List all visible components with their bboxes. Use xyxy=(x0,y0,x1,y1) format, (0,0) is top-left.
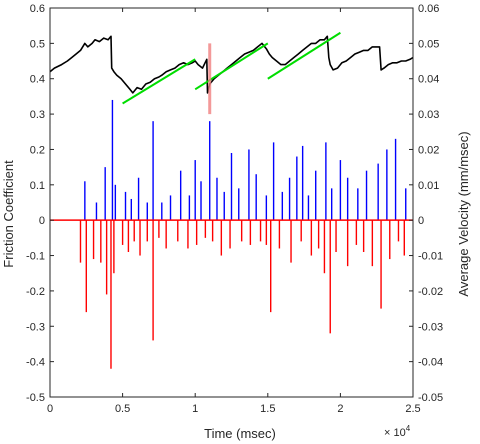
y-right-tick-label: 0.05 xyxy=(418,38,439,50)
y-left-tick-label: 0.4 xyxy=(30,74,45,86)
y-right-tick-label: 0.06 xyxy=(418,3,439,15)
x-tick-label: 1 xyxy=(192,403,198,415)
y-left-tick-label: 0.5 xyxy=(30,38,45,50)
y-left-tick-label: 0.2 xyxy=(30,144,45,156)
x-tick-label: 1.5 xyxy=(260,403,275,415)
x-tick-label: 2 xyxy=(337,403,343,415)
y-right-tick-label: -0.05 xyxy=(418,392,443,404)
y-left-tick-label: 0.1 xyxy=(30,180,45,192)
y-left-tick-label: -0.1 xyxy=(26,251,45,263)
y-left-tick-label: 0.6 xyxy=(30,3,45,15)
y-left-tick-label: -0.3 xyxy=(26,321,45,333)
y-right-tick-label: -0.01 xyxy=(418,251,443,263)
y-right-tick-label: 0.04 xyxy=(418,74,439,86)
friction-line xyxy=(49,35,414,94)
y-left-tick-label: -0.5 xyxy=(26,392,45,404)
y-right-tick-label: 0.02 xyxy=(418,144,439,156)
x-exponent-label: × 104 xyxy=(384,424,411,439)
y-left-tick-label: 0.3 xyxy=(30,109,45,121)
velocity-negative-series xyxy=(79,220,405,369)
velocity-positive-series xyxy=(84,99,407,221)
trend-line xyxy=(194,42,269,91)
y-left-axis-label: Friction Coefficient xyxy=(1,160,16,268)
x-tick-label: 2.5 xyxy=(405,403,420,415)
trend-lines xyxy=(122,31,341,105)
y-right-tick-label: 0.03 xyxy=(418,109,439,121)
y-right-axis-ticks: -0.05 -0.04 -0.03 -0.02 -0.01 0 0.01 0.02 0.03 0.… xyxy=(409,3,443,404)
y-right-axis-label: Average Velocity (mm/msec) xyxy=(456,131,471,296)
plot-frame xyxy=(49,7,414,398)
x-tick-label: 0.5 xyxy=(115,403,130,415)
x-exponent-base: × 10 xyxy=(384,427,406,439)
y-right-tick-label: 0 xyxy=(418,215,424,227)
y-right-tick-label: -0.04 xyxy=(418,357,443,369)
x-axis-ticks: 0 0.5 1 1.5 2 2.5 xyxy=(47,8,421,415)
y-left-tick-label: -0.4 xyxy=(26,357,45,369)
y-right-tick-label: -0.02 xyxy=(418,286,443,298)
y-left-axis-ticks: -0.5 -0.4 -0.3 -0.2 -0.1 0 0.1 0.2 0.3 0.4 0.5 0.6 xyxy=(26,3,54,404)
y-right-tick-label: 0.01 xyxy=(418,180,439,192)
y-left-tick-label: 0 xyxy=(39,215,45,227)
x-exponent-power: 4 xyxy=(406,424,411,433)
x-tick-label: 0 xyxy=(47,403,53,415)
y-right-tick-label: -0.03 xyxy=(418,321,443,333)
trend-line xyxy=(122,58,196,105)
trend-line xyxy=(267,31,341,80)
y-left-tick-label: -0.2 xyxy=(26,286,45,298)
friction-series xyxy=(49,35,414,94)
x-axis-label: Time (msec) xyxy=(204,426,276,441)
